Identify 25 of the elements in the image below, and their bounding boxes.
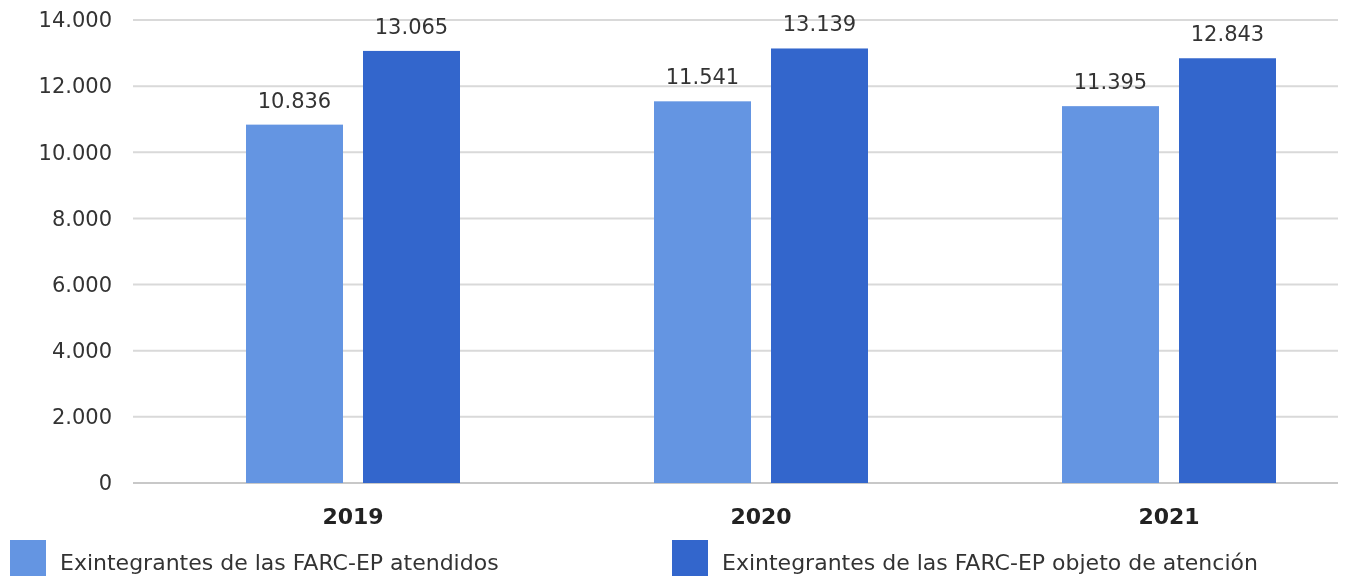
bar <box>1179 58 1276 483</box>
y-tick-label: 2.000 <box>51 405 112 430</box>
data-label: 11.395 <box>1073 70 1148 95</box>
x-tick-label: 2020 <box>730 504 792 529</box>
bar <box>771 48 868 483</box>
data-label: 10.836 <box>257 88 332 113</box>
data-label: 13.065 <box>374 14 449 39</box>
y-tick-label: 14.000 <box>38 8 112 33</box>
y-tick-label: 6.000 <box>51 272 112 297</box>
x-tick-label: 2021 <box>1138 504 1200 529</box>
y-tick-label: 8.000 <box>51 206 112 231</box>
legend-label: Exintegrantes de las FARC-EP atendidos <box>60 550 499 575</box>
data-label: 11.541 <box>665 65 740 90</box>
bar <box>1062 106 1159 483</box>
bar <box>654 101 751 483</box>
bar <box>363 50 460 483</box>
y-tick-label: 10.000 <box>38 140 112 165</box>
y-tick-label: 12.000 <box>38 74 112 99</box>
data-label: 12.843 <box>1190 22 1265 47</box>
y-tick-label: 0 <box>98 471 112 496</box>
legend-label: Exintegrantes de las FARC-EP objeto de atención <box>722 550 1258 575</box>
x-tick-label: 2019 <box>322 504 384 529</box>
y-tick-label: 4.000 <box>51 339 112 364</box>
bar <box>246 124 343 483</box>
data-label: 13.139 <box>782 12 857 37</box>
